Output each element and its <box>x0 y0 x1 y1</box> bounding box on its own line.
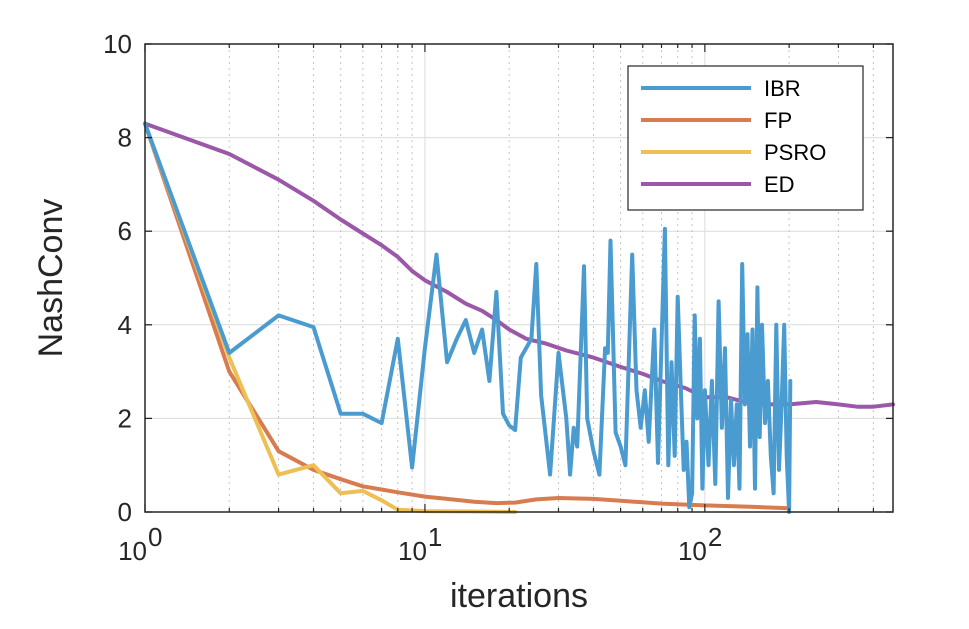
y-tick-label: 0 <box>118 497 132 527</box>
y-tick-label: 10 <box>103 29 132 59</box>
y-tick-label: 8 <box>118 123 132 153</box>
legend-label-fp: FP <box>764 108 792 133</box>
x-axis-label: iterations <box>450 577 588 615</box>
x-tick-exponent: 2 <box>708 522 722 552</box>
x-tick-exponent: 0 <box>148 522 162 552</box>
legend-label-ibr: IBR <box>764 76 801 101</box>
y-tick-label: 2 <box>118 403 132 433</box>
series-line-psro <box>143 121 518 514</box>
axes-box <box>144 43 894 513</box>
legend: IBR FP PSRO ED <box>627 65 864 211</box>
x-tick-label: 10 <box>118 536 147 566</box>
y-tick-label: 4 <box>118 310 132 340</box>
x-tick-label: 10 <box>398 536 427 566</box>
legend-label-psro: PSRO <box>764 140 826 165</box>
x-tick-label: 10 <box>678 536 707 566</box>
legend-label-ed: ED <box>764 172 795 197</box>
series-line-ibr <box>143 121 793 514</box>
series-lines <box>143 121 895 514</box>
x-tick-exponent: 1 <box>428 522 442 552</box>
y-tick-label: 6 <box>118 216 132 246</box>
grid <box>145 44 893 512</box>
y-axis-label: NashConv <box>32 199 70 358</box>
